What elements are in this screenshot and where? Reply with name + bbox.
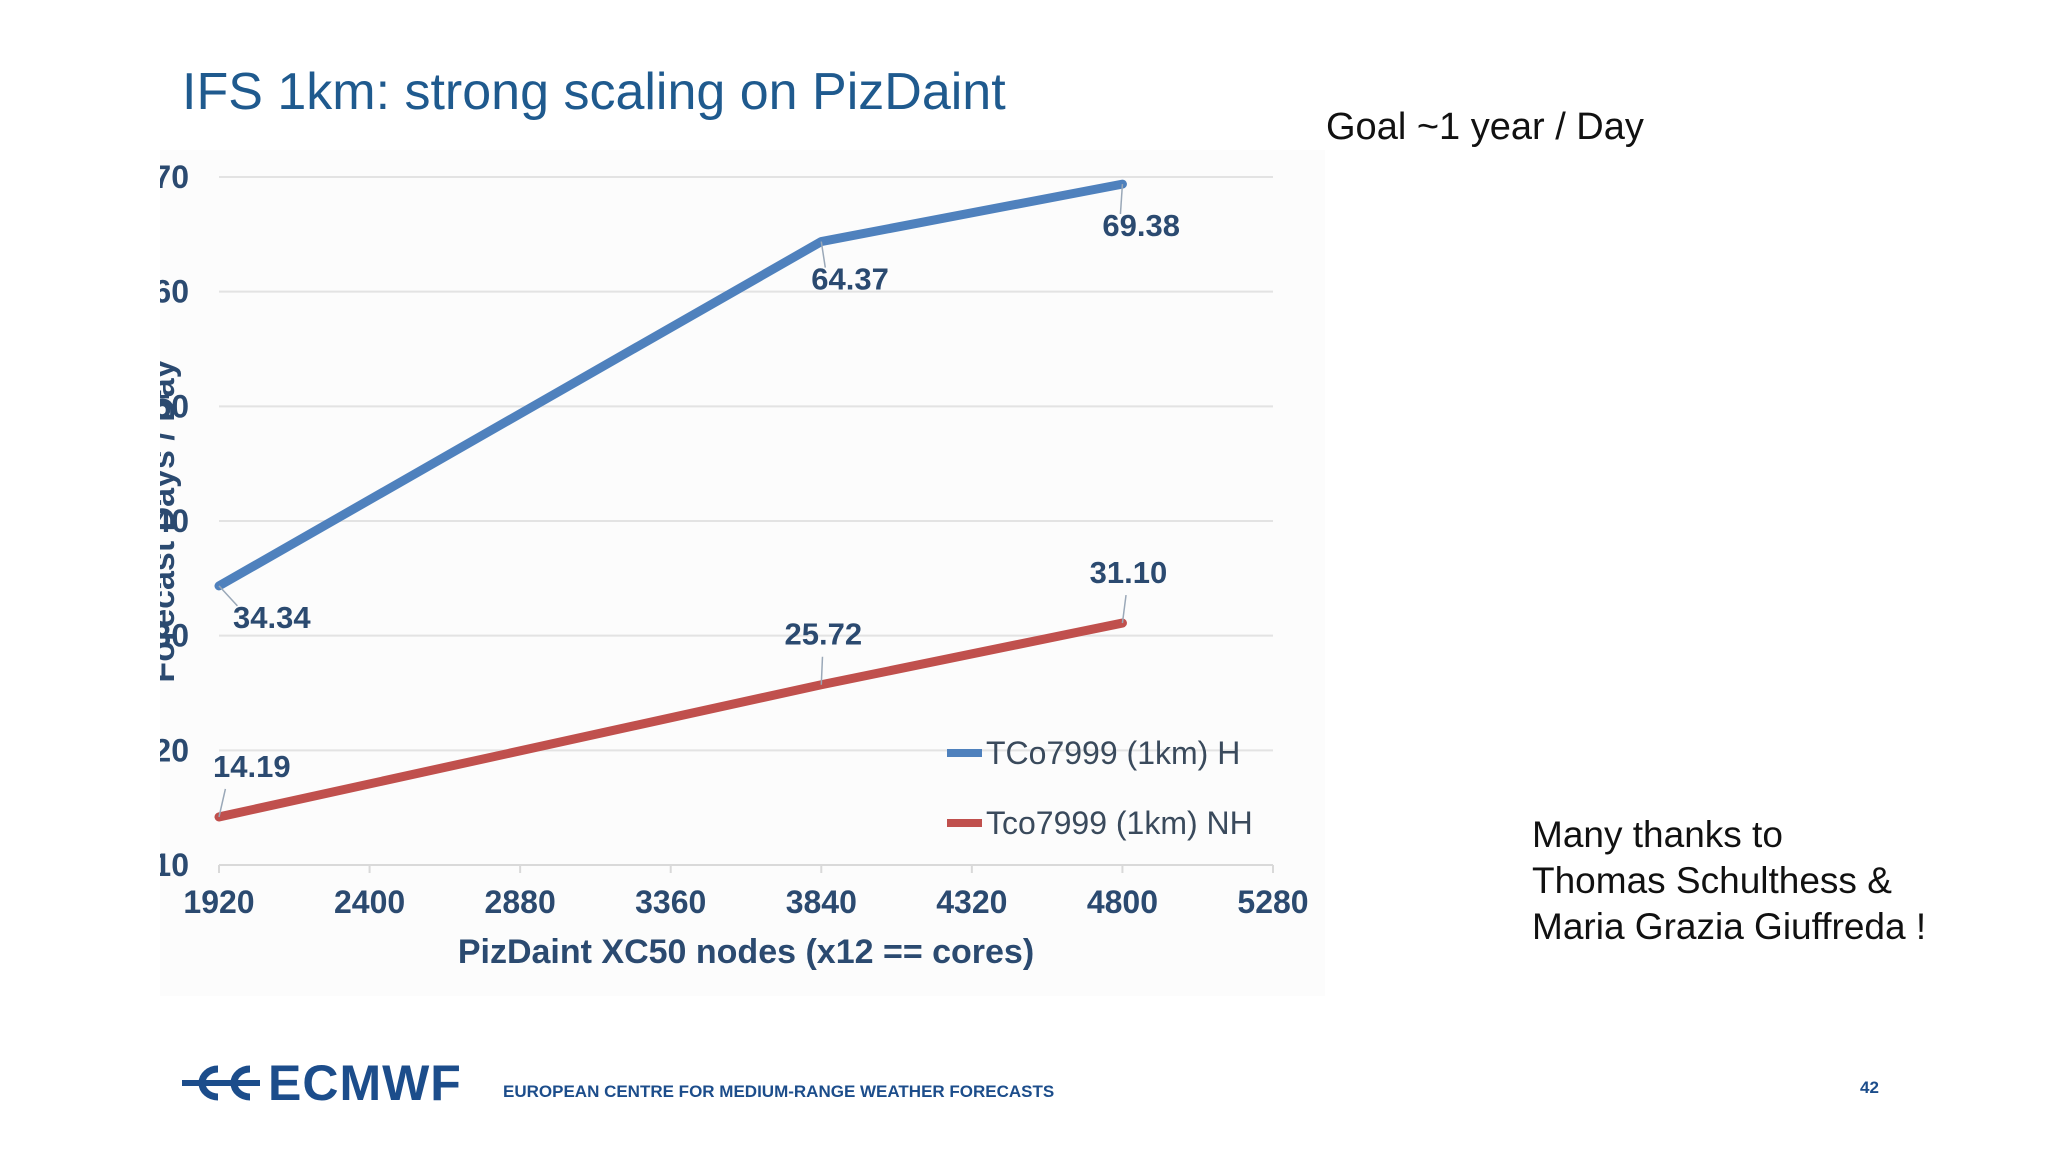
leader-line (218, 585, 238, 607)
y-tick-label: 60 (160, 274, 189, 310)
thanks-line-3: Maria Grazia Giuffreda ! (1532, 906, 1927, 947)
thanks-line-2: Thomas Schulthess & (1532, 860, 1892, 901)
y-axis-title: Forecast Days / Day (160, 359, 182, 682)
thanks-line-1: Many thanks to (1532, 814, 1783, 855)
line-chart: 10 20 30 40 50 60 70 1920 2400 2880 3360 3840 4320 48… (160, 159, 1309, 971)
x-tick-label: 3360 (635, 884, 706, 920)
goal-text: Goal ~1 year / Day (1326, 106, 1644, 148)
leader-line (820, 656, 824, 685)
legend-label: Tco7999 (1km) NH (986, 805, 1253, 841)
data-label: 31.10 (1090, 555, 1168, 590)
y-tick-label: 50 (160, 388, 189, 424)
x-axis-title: PizDaint XC50 nodes (x12 == cores) (458, 933, 1034, 971)
chart-area: 10 20 30 40 50 60 70 1920 2400 2880 3360 3840 4320 48… (160, 150, 1325, 996)
legend-label: TCo7999 (1km) H (986, 735, 1240, 771)
data-label: 14.19 (213, 749, 291, 784)
data-labels: 34.34 64.37 69.38 14.19 25.72 31.10 (213, 184, 1180, 818)
data-label: 64.37 (811, 262, 889, 297)
data-point (1118, 180, 1127, 189)
x-tick-label: 1920 (183, 884, 254, 920)
leader-line (820, 241, 827, 268)
data-label: 34.34 (233, 600, 311, 635)
x-tick-label: 2880 (485, 884, 556, 920)
x-tick-label: 4320 (936, 884, 1007, 920)
y-tick-label: 20 (160, 732, 189, 768)
organization-name: EUROPEAN CENTRE FOR MEDIUM-RANGE WEATHER… (503, 1082, 1055, 1101)
series-line-1 (214, 179, 1127, 591)
ecmwf-logo: ECMWF (180, 1055, 462, 1111)
x-tick-label: 4800 (1087, 884, 1158, 920)
logo-text: ECMWF (268, 1055, 462, 1111)
slide-title: IFS 1km: strong scaling on PizDaint (182, 63, 1006, 121)
thanks-note: Many thanks to Thomas Schulthess & Maria… (1532, 812, 1926, 950)
x-tick-label: 2400 (334, 884, 405, 920)
legend: TCo7999 (1km) H Tco7999 (1km) NH (947, 735, 1253, 841)
series-line-2 (214, 618, 1127, 822)
series-lines (214, 179, 1127, 822)
ecmwf-logo-icon (182, 1065, 260, 1101)
y-tick-label: 10 (160, 847, 189, 883)
leader-line (1121, 594, 1127, 624)
leader-line (1119, 184, 1124, 215)
footer: ECMWF EUROPEAN CENTRE FOR MEDIUM-RANGE W… (180, 1055, 1900, 1111)
y-tick-label: 30 (160, 618, 189, 654)
leader-line (218, 788, 227, 818)
y-tick-label: 70 (160, 159, 189, 195)
y-tick-label: 40 (160, 503, 189, 539)
page-number: 42 (1860, 1078, 1879, 1097)
gridlines (219, 176, 1273, 752)
x-tick-label: 5280 (1237, 884, 1308, 920)
data-label: 69.38 (1102, 208, 1180, 243)
x-tick-label: 3840 (786, 884, 857, 920)
data-label: 25.72 (784, 617, 862, 652)
axes: 10 20 30 40 50 60 70 1920 2400 2880 3360 3840 4320 48… (160, 159, 1309, 920)
